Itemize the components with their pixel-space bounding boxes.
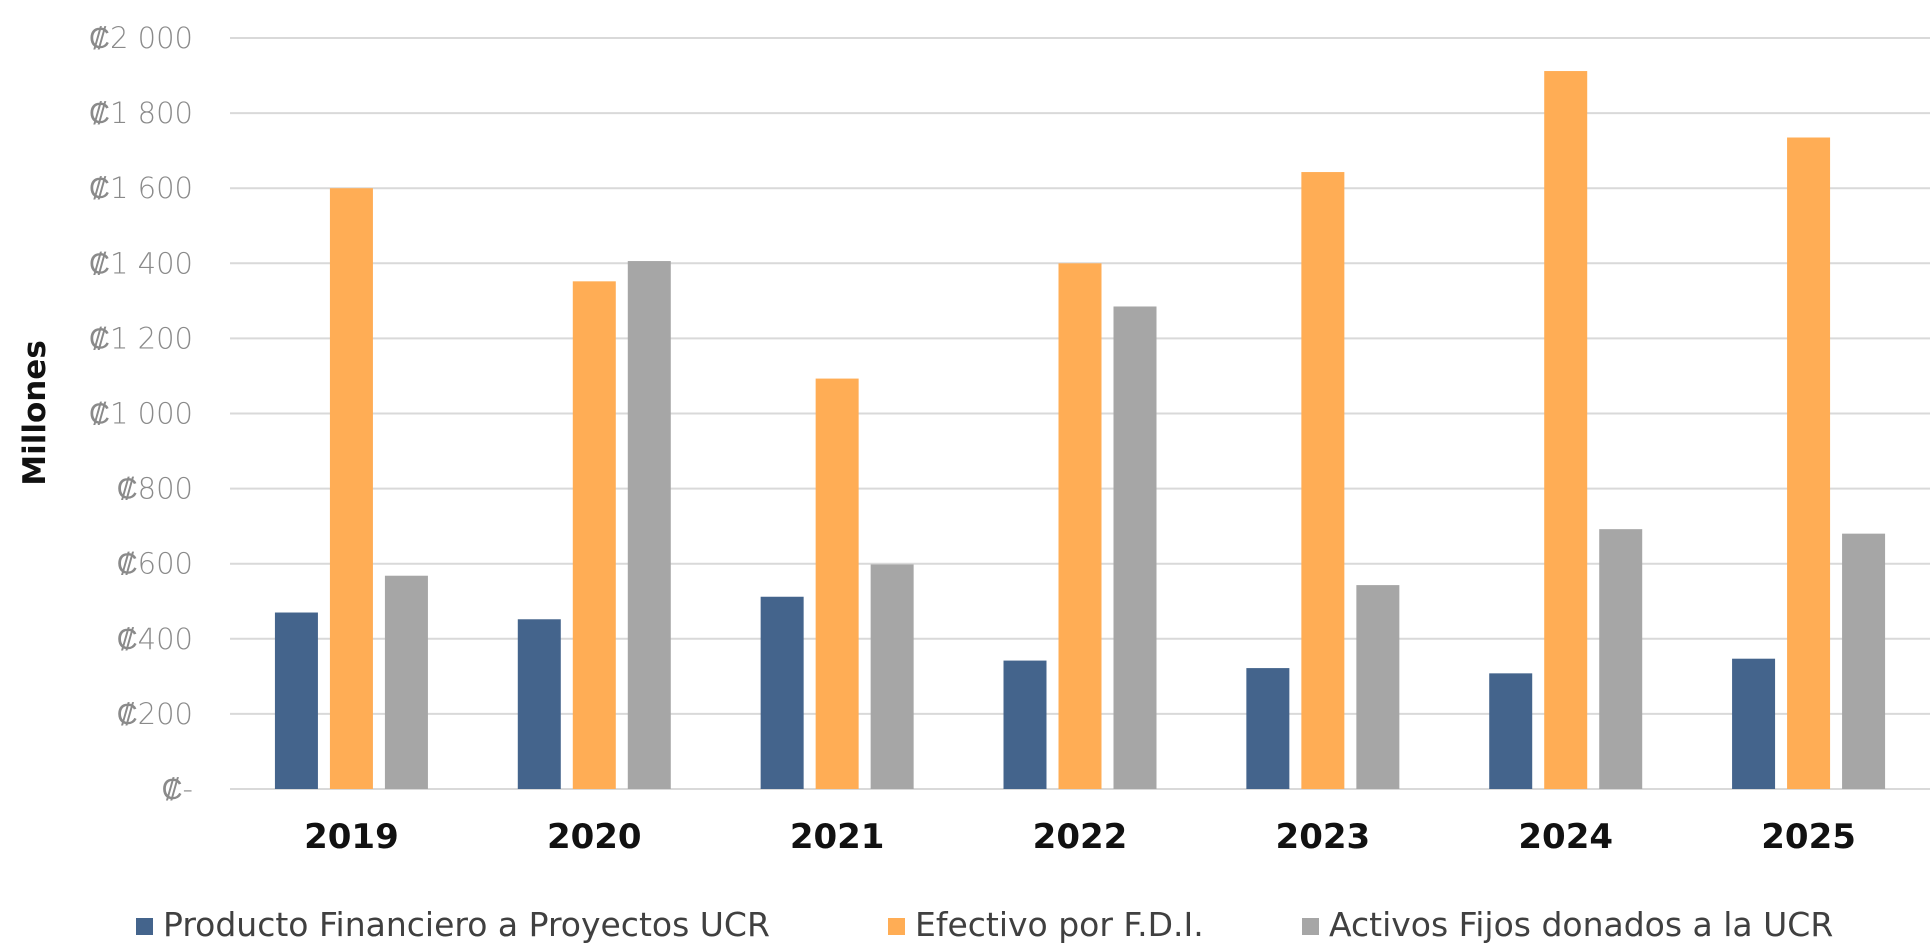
y-tick-label: ₡1 800 — [89, 96, 193, 130]
y-tick-label: ₡2 000 — [89, 21, 193, 55]
bar-2019-series-3 — [385, 576, 428, 789]
y-tick-label: ₡- — [162, 772, 193, 806]
x-tick-label: 2024 — [1518, 817, 1613, 857]
y-tick-label: ₡1 600 — [89, 171, 193, 205]
legend-swatch — [1302, 918, 1319, 935]
bar-2023-series-3 — [1356, 585, 1399, 789]
y-tick-label: ₡1 000 — [89, 397, 193, 431]
bar-2021-series-1 — [761, 597, 804, 789]
legend: Producto Financiero a Proyectos UCR Efect… — [136, 905, 1833, 944]
y-axis-ticks: ₡- ₡200 ₡400 ₡600 ₡800 ₡1 000 ₡1 200 ₡1 400 ₡1 6… — [89, 21, 193, 806]
y-tick-label: ₡1 200 — [89, 321, 193, 355]
x-tick-label: 2023 — [1276, 817, 1371, 857]
bar-2022-series-3 — [1114, 306, 1157, 789]
bar-2020-series-3 — [628, 261, 671, 789]
x-tick-label: 2025 — [1761, 817, 1856, 857]
legend-swatch — [888, 918, 905, 935]
bar-2022-series-1 — [1004, 661, 1047, 789]
y-tick-label: ₡1 400 — [89, 246, 193, 280]
y-tick-label: ₡800 — [117, 472, 193, 506]
x-axis-ticks: 2019 2020 2021 2022 2023 2024 2025 — [304, 817, 1856, 857]
x-tick-label: 2021 — [790, 817, 885, 857]
y-tick-label: ₡600 — [117, 547, 193, 581]
x-tick-label: 2020 — [547, 817, 642, 857]
bar-2025-series-2 — [1787, 138, 1830, 789]
x-tick-label: 2019 — [304, 817, 399, 857]
legend-label: Activos Fijos donados a la UCR — [1329, 905, 1833, 944]
bar-2024-series-1 — [1489, 673, 1532, 789]
bar-2024-series-3 — [1599, 529, 1642, 789]
bar-2021-series-2 — [816, 379, 859, 789]
y-tick-label: ₡400 — [117, 622, 193, 656]
bar-2021-series-3 — [871, 564, 914, 789]
y-tick-label: ₡200 — [117, 697, 193, 731]
x-tick-label: 2022 — [1033, 817, 1128, 857]
bar-2023-series-2 — [1301, 172, 1344, 789]
legend-label: Efectivo por F.D.I. — [915, 905, 1204, 944]
bar-2025-series-1 — [1732, 659, 1775, 789]
bar-2023-series-1 — [1246, 668, 1289, 789]
bars — [275, 71, 1885, 789]
legend-swatch — [136, 918, 153, 935]
bar-2019-series-1 — [275, 613, 318, 789]
bar-2025-series-3 — [1842, 534, 1885, 789]
bar-2024-series-2 — [1544, 71, 1587, 789]
legend-label: Producto Financiero a Proyectos UCR — [163, 905, 770, 944]
bar-2019-series-2 — [330, 188, 373, 789]
y-axis-label: Millones — [17, 340, 53, 486]
bar-2020-series-2 — [573, 281, 616, 789]
bar-2022-series-2 — [1059, 263, 1102, 789]
bar-2020-series-1 — [518, 619, 561, 789]
